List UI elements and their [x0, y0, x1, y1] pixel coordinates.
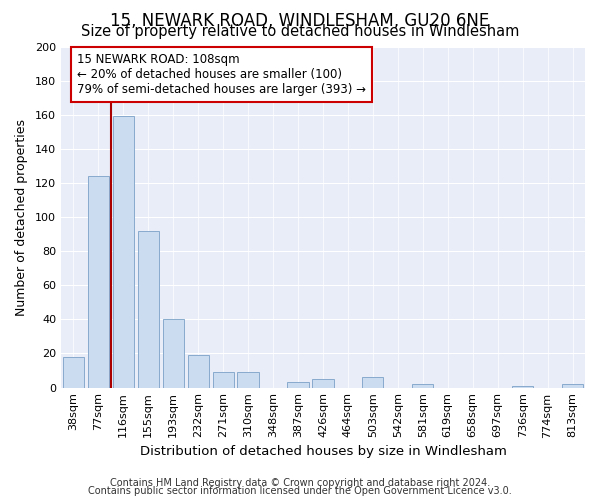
Bar	[562, 384, 583, 388]
Bar	[163, 320, 184, 388]
Bar	[212, 372, 234, 388]
Bar	[412, 384, 433, 388]
Bar	[113, 116, 134, 388]
Bar	[137, 230, 159, 388]
Bar	[287, 382, 308, 388]
Text: Contains HM Land Registry data © Crown copyright and database right 2024.: Contains HM Land Registry data © Crown c…	[110, 478, 490, 488]
Y-axis label: Number of detached properties: Number of detached properties	[15, 118, 28, 316]
Bar	[362, 378, 383, 388]
Bar	[63, 357, 84, 388]
Text: 15, NEWARK ROAD, WINDLESHAM, GU20 6NE: 15, NEWARK ROAD, WINDLESHAM, GU20 6NE	[110, 12, 490, 30]
Text: Size of property relative to detached houses in Windlesham: Size of property relative to detached ho…	[81, 24, 519, 39]
Text: Contains public sector information licensed under the Open Government Licence v3: Contains public sector information licen…	[88, 486, 512, 496]
Bar	[512, 386, 533, 388]
Bar	[88, 176, 109, 388]
Bar	[188, 355, 209, 388]
Bar	[238, 372, 259, 388]
X-axis label: Distribution of detached houses by size in Windlesham: Distribution of detached houses by size …	[140, 444, 506, 458]
Text: 15 NEWARK ROAD: 108sqm
← 20% of detached houses are smaller (100)
79% of semi-de: 15 NEWARK ROAD: 108sqm ← 20% of detached…	[77, 54, 366, 96]
Bar	[313, 379, 334, 388]
